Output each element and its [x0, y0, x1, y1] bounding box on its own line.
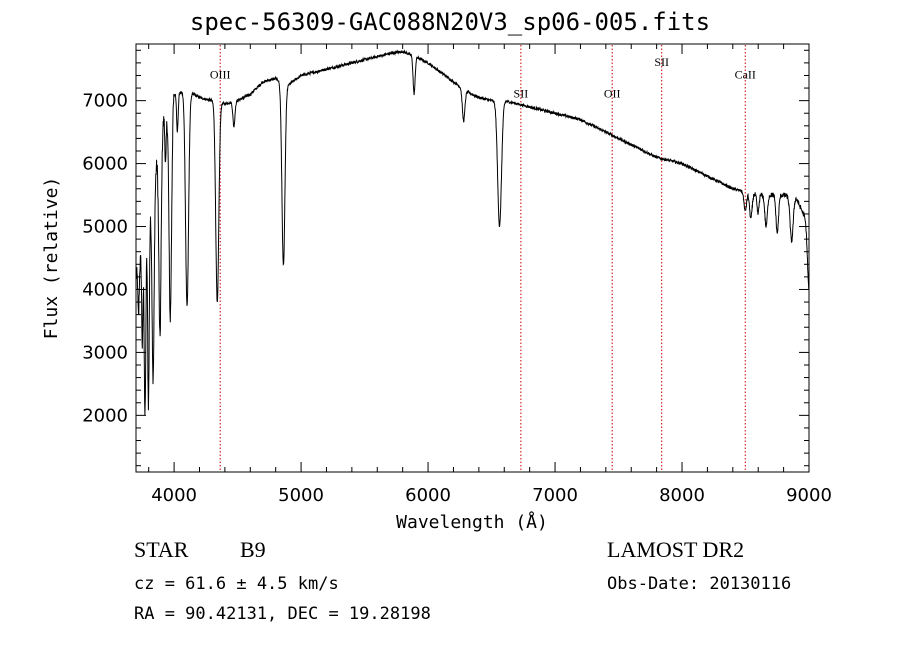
chart-title: spec-56309-GAC088N20V3_sp06-005.fits [189, 8, 711, 36]
line-marker-label: OIII [210, 68, 231, 82]
line-marker-label: CaII [735, 68, 756, 82]
observation-date: Obs-Date: 20130116 [607, 574, 792, 594]
x-tick-label: 5000 [278, 485, 324, 506]
y-axis-label: Flux (relative) [41, 177, 62, 340]
x-tick-label: 7000 [532, 485, 578, 506]
y-tick-label: 4000 [82, 279, 128, 300]
x-tick-label: 9000 [786, 485, 832, 506]
survey-name: LAMOST DR2 [607, 537, 745, 562]
y-tick-label: 5000 [82, 217, 128, 238]
coordinates: RA = 90.42131, DEC = 19.28198 [134, 604, 431, 624]
y-tick-label: 7000 [82, 91, 128, 112]
line-marker-label: OII [604, 87, 621, 101]
object-class: STAR [134, 537, 189, 562]
plot-frame [135, 43, 810, 473]
y-tick-label: 3000 [82, 342, 128, 363]
axis-ticks: 4000 5000 6000 7000 8000 9000 2000 3000 4000 5000… [82, 44, 832, 506]
object-subclass: B9 [240, 537, 266, 562]
y-tick-label: 6000 [82, 154, 128, 175]
y-tick-label: 2000 [82, 405, 128, 426]
x-tick-label: 6000 [405, 485, 451, 506]
x-tick-label: 4000 [151, 485, 197, 506]
x-tick-label: 8000 [659, 485, 705, 506]
x-axis-label: Wavelength (Å) [396, 511, 548, 533]
line-marker-label: SII [514, 87, 529, 101]
line-markers: OIII SII OII SII CaII [210, 45, 756, 471]
line-marker-label: SII [654, 55, 669, 69]
redshift-line: cz = 61.6 ± 4.5 km/s [134, 574, 339, 594]
spectrum-line [135, 49, 810, 416]
